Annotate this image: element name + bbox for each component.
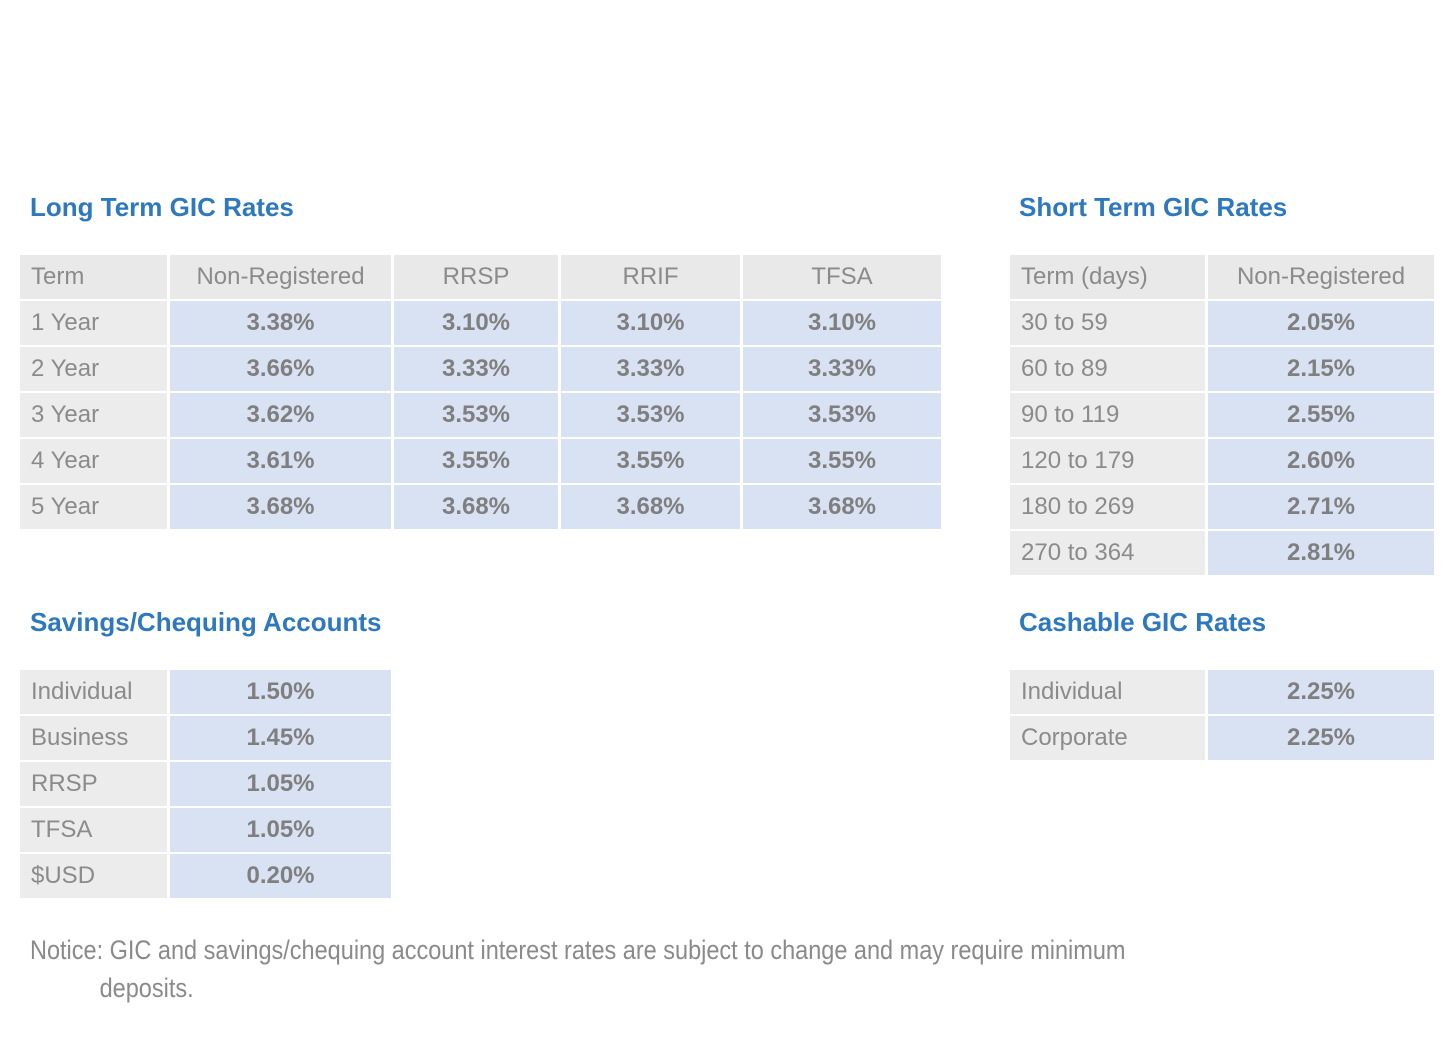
rate-value: 2.71% xyxy=(1208,485,1434,529)
column-header: Non-Registered xyxy=(170,255,391,299)
rate-value: 2.05% xyxy=(1208,301,1434,345)
rate-value: 2.60% xyxy=(1208,439,1434,483)
rate-value: 3.55% xyxy=(561,439,740,483)
rate-value: 2.55% xyxy=(1208,393,1434,437)
row-label: 2 Year xyxy=(20,347,167,391)
row-label: 4 Year xyxy=(20,439,167,483)
notice-line-1: Notice: GIC and savings/chequing account… xyxy=(30,935,1126,965)
column-header: RRSP xyxy=(394,255,558,299)
rate-value: 2.25% xyxy=(1208,670,1434,714)
rate-value: 2.15% xyxy=(1208,347,1434,391)
rate-value: 3.55% xyxy=(743,439,941,483)
long-term-gic-rates-table: Term Non-Registered RRSP RRIF TFSA 1 Year 3.38… xyxy=(20,255,941,529)
row-label: 1 Year xyxy=(20,301,167,345)
rate-value: 3.53% xyxy=(394,393,558,437)
rate-value: 3.68% xyxy=(170,485,391,529)
rate-value: 0.20% xyxy=(170,854,391,898)
savings-chequing-accounts-title: Savings/Chequing Accounts xyxy=(30,607,382,637)
row-label: 30 to 59 xyxy=(1010,301,1205,345)
column-header: Term (days) xyxy=(1010,255,1205,299)
rate-value: 3.62% xyxy=(170,393,391,437)
rate-value: 3.55% xyxy=(394,439,558,483)
notice: Notice: GIC and savings/chequing account… xyxy=(30,931,1454,1007)
rate-value: 2.81% xyxy=(1208,531,1434,575)
short-term-gic-rates-table: Term (days) Non-Registered 30 to 59 2.05% 60… xyxy=(1010,255,1434,575)
notice-line-2: deposits. xyxy=(99,973,194,1003)
rate-value: 1.45% xyxy=(170,716,391,760)
rate-value: 3.68% xyxy=(561,485,740,529)
rate-value: 3.68% xyxy=(394,485,558,529)
row-label: Business xyxy=(20,716,167,760)
rate-value: 3.53% xyxy=(561,393,740,437)
row-label: 90 to 119 xyxy=(1010,393,1205,437)
rate-value: 1.50% xyxy=(170,670,391,714)
rate-value: 3.33% xyxy=(743,347,941,391)
row-label: 5 Year xyxy=(20,485,167,529)
row-label: Corporate xyxy=(1010,716,1205,760)
rate-value: 3.10% xyxy=(561,301,740,345)
row-label: 180 to 269 xyxy=(1010,485,1205,529)
row-label: 60 to 89 xyxy=(1010,347,1205,391)
column-header: Term xyxy=(20,255,167,299)
rate-value: 3.38% xyxy=(170,301,391,345)
row-label: TFSA xyxy=(20,808,167,852)
rate-value: 3.10% xyxy=(394,301,558,345)
rate-value: 3.66% xyxy=(170,347,391,391)
rate-value: 1.05% xyxy=(170,808,391,852)
short-term-gic-rates-title: Short Term GIC Rates xyxy=(1019,192,1288,222)
rate-value: 3.53% xyxy=(743,393,941,437)
column-header: RRIF xyxy=(561,255,740,299)
row-label: Individual xyxy=(1010,670,1205,714)
rate-value: 3.10% xyxy=(743,301,941,345)
column-header: TFSA xyxy=(743,255,941,299)
cashable-gic-rates-title: Cashable GIC Rates xyxy=(1019,607,1267,637)
savings-chequing-accounts-table: Individual 1.50% Business 1.45% RRSP 1.05% TFS… xyxy=(20,670,391,898)
column-header: Non-Registered xyxy=(1208,255,1434,299)
row-label: 3 Year xyxy=(20,393,167,437)
rate-value: 3.68% xyxy=(743,485,941,529)
row-label: Individual xyxy=(20,670,167,714)
row-label: $USD xyxy=(20,854,167,898)
rate-value: 1.05% xyxy=(170,762,391,806)
row-label: RRSP xyxy=(20,762,167,806)
rate-value: 3.61% xyxy=(170,439,391,483)
cashable-gic-rates-table: Individual 2.25% Corporate 2.25% xyxy=(1010,670,1434,760)
row-label: 120 to 179 xyxy=(1010,439,1205,483)
rate-value: 2.25% xyxy=(1208,716,1434,760)
row-label: 270 to 364 xyxy=(1010,531,1205,575)
rate-value: 3.33% xyxy=(394,347,558,391)
rate-value: 3.33% xyxy=(561,347,740,391)
long-term-gic-rates-title: Long Term GIC Rates xyxy=(30,192,294,222)
